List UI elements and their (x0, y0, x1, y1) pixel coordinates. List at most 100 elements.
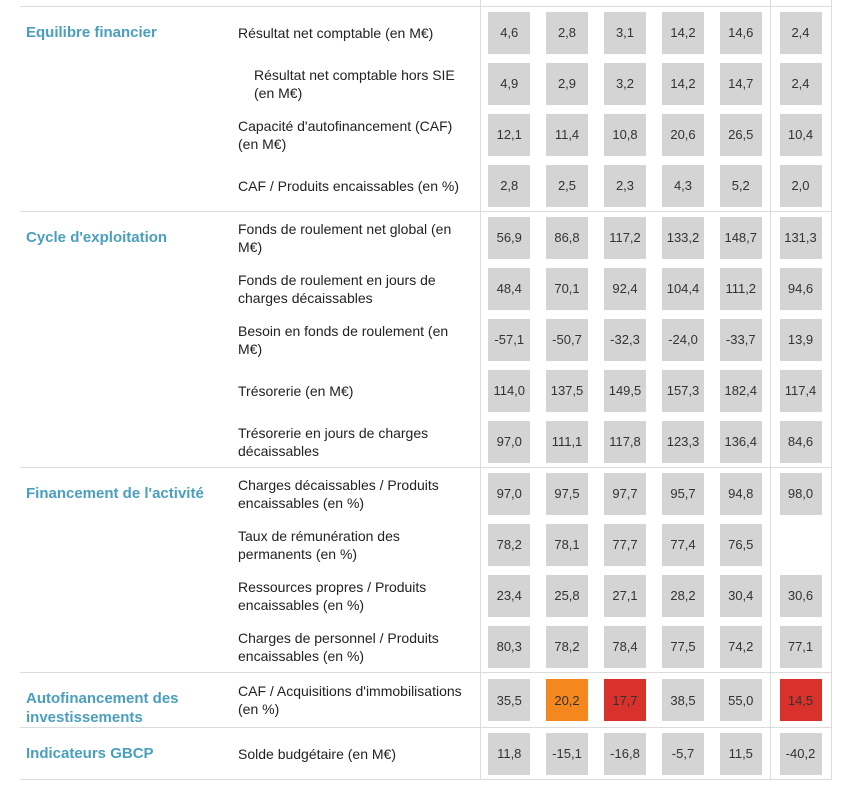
value-cell: 3,2 (596, 58, 654, 109)
indicator-label: CAF / Produits encaissables (en %) (238, 177, 459, 194)
value-box: 11,5 (719, 732, 762, 775)
value-cell: 2,4 (769, 58, 832, 109)
value-cell: 137,5 (538, 365, 596, 416)
value-box: 30,4 (719, 574, 762, 617)
value-cell: 2,9 (538, 58, 596, 109)
value-cell: 114,0 (479, 365, 538, 416)
value-cell: 80,3 (479, 621, 538, 673)
table-row: Indicateurs GBCP Solde budgétaire (en M€)… (20, 727, 832, 780)
value-box: -5,7 (662, 732, 704, 775)
indicator-label: Trésorerie (en M€) (238, 382, 354, 399)
table-row: CAF / Produits encaissables (en %) 2,8 2,5… (20, 160, 832, 212)
table-row: Trésorerie (en M€) 114,0 137,5 149,5 157,3 18… (20, 365, 832, 416)
indicator-label: Taux de rémunération des permanents (en … (238, 527, 400, 562)
value-cell: -16,8 (596, 727, 654, 780)
value-cell: -24,0 (654, 314, 712, 365)
value-box: 55,0 (719, 679, 762, 721)
value-box: 2,0 (779, 164, 822, 207)
value-cell: 56,9 (479, 211, 538, 263)
value-box: 76,5 (719, 523, 762, 566)
value-box: 148,7 (719, 216, 762, 259)
value-cell: 30,6 (769, 570, 832, 621)
value-cell: -50,7 (538, 314, 596, 365)
value-box: 77,1 (779, 625, 822, 668)
value-box: 10,8 (604, 113, 646, 156)
value-cell: 20,2 (538, 672, 596, 728)
value-cell: -33,7 (712, 314, 770, 365)
table-row: Cycle d'exploitation Fonds de roulement n… (20, 211, 832, 468)
value-box: 136,4 (719, 420, 762, 463)
value-box: 111,2 (719, 267, 762, 310)
value-box: 104,4 (662, 267, 704, 310)
value-box: 86,8 (546, 216, 588, 259)
value-box: 2,5 (546, 164, 588, 207)
value-cell: 14,7 (712, 58, 770, 109)
value-box: 123,3 (662, 420, 704, 463)
value-box: -16,8 (604, 732, 646, 775)
value-cell: -40,2 (769, 727, 832, 780)
value-box: 133,2 (662, 216, 704, 259)
value-cell: 94,6 (769, 263, 832, 314)
value-cell: 76,5 (712, 519, 770, 570)
value-box: 95,7 (662, 472, 704, 515)
value-box: 23,4 (488, 574, 531, 617)
value-box: 26,5 (719, 113, 762, 156)
value-box: 2,3 (604, 164, 646, 207)
indicator-label: Ressources propres / Produits encaissabl… (238, 578, 427, 613)
value-cell: 2,4 (769, 6, 832, 58)
value-box: 14,2 (662, 62, 704, 105)
value-cell: 10,8 (596, 109, 654, 160)
value-box: 20,2 (546, 679, 588, 721)
value-cell: 70,1 (538, 263, 596, 314)
value-box: 117,4 (779, 369, 822, 412)
value-cell: 12,1 (479, 109, 538, 160)
value-cell: 14,6 (712, 7, 770, 59)
value-cell: 97,0 (479, 416, 538, 468)
value-cell: 77,7 (596, 519, 654, 570)
value-cell: 2,0 (769, 160, 832, 212)
value-cell: 11,4 (538, 109, 596, 160)
value-cell: 55,0 (712, 672, 770, 728)
indicator-label: Résultat net comptable (en M€) (238, 24, 434, 41)
value-box: 30,6 (779, 574, 822, 617)
value-cell: 123,3 (654, 416, 712, 468)
value-box: 78,4 (604, 625, 646, 668)
value-box: 4,3 (662, 164, 704, 207)
value-box: 3,1 (604, 11, 646, 54)
value-cell: 25,8 (538, 570, 596, 621)
value-cell: 3,1 (596, 7, 654, 59)
value-box: 4,6 (488, 11, 531, 54)
indicator-label: Solde budgétaire (en M€) (232, 727, 480, 780)
section-title: Financement de l'activité (20, 467, 232, 673)
value-box: 97,5 (546, 472, 588, 515)
indicator-label: Trésorerie en jours de charges décaissab… (238, 424, 429, 459)
value-box: 78,1 (546, 523, 588, 566)
value-box: -15,1 (546, 732, 588, 775)
value-cell: 74,2 (712, 621, 770, 673)
value-box: 27,1 (604, 574, 646, 617)
value-box: 2,9 (546, 62, 588, 105)
value-cell: 97,0 (479, 467, 538, 519)
value-cell: 30,4 (712, 570, 770, 621)
table-row: Besoin en fonds de roulement (en M€) -57,… (20, 314, 832, 365)
value-box: 11,8 (488, 732, 531, 775)
value-cell: 78,2 (479, 519, 538, 570)
value-cell: 2,8 (538, 7, 596, 59)
value-box: 48,4 (488, 267, 531, 310)
value-box: 2,8 (488, 164, 531, 207)
value-cell: 84,6 (769, 416, 832, 468)
value-box: -40,2 (779, 732, 822, 775)
indicator-label: Résultat net comptable hors SIE (en M€) (254, 66, 455, 101)
indicator-label: Capacité d'autofinancement (CAF) (en M€) (238, 117, 453, 152)
value-cell: 117,4 (769, 365, 832, 416)
value-cell: 94,8 (712, 467, 770, 519)
value-box: 13,9 (779, 318, 822, 361)
value-cell: 5,2 (712, 160, 770, 212)
indicator-label: CAF / Acquisitions d'immobilisations (en… (232, 672, 480, 728)
value-box: 20,6 (662, 113, 704, 156)
table-row: Charges de personnel / Produits encaissa… (20, 621, 832, 673)
value-box: 35,5 (488, 679, 531, 721)
value-box: 114,0 (488, 369, 531, 412)
value-box: 10,4 (779, 113, 822, 156)
value-cell: -15,1 (538, 727, 596, 780)
